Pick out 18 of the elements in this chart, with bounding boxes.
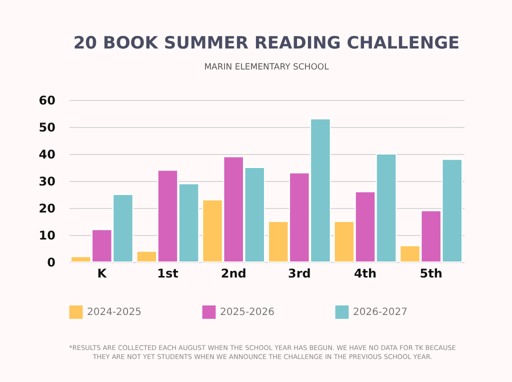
x-tick-label: K [97,266,108,280]
legend-label: 2025-2026 [220,307,275,318]
chart-title: 20 BOOK SUMMER READING CHALLENGE [73,34,460,54]
y-tick-label: 10 [38,228,56,242]
y-tick-label: 60 [38,94,56,108]
x-tick-label: 4th [354,266,377,280]
y-tick-label: 20 [38,202,56,216]
chart-subtitle: MARIN ELEMENTARY SCHOOL [204,62,330,72]
legend-label: 2026-2027 [353,307,408,318]
x-tick-label: 1st [157,266,179,280]
x-tick-label: 5th [420,266,442,280]
y-tick-label: 0 [47,256,56,270]
y-tick-label: 40 [38,148,56,162]
y-tick-label: 30 [38,174,56,188]
x-tick-label: 3rd [288,266,311,280]
y-tick-label: 50 [38,120,56,134]
legend-label: 2024-2025 [87,307,142,318]
x-tick-label: 2nd [220,266,246,280]
